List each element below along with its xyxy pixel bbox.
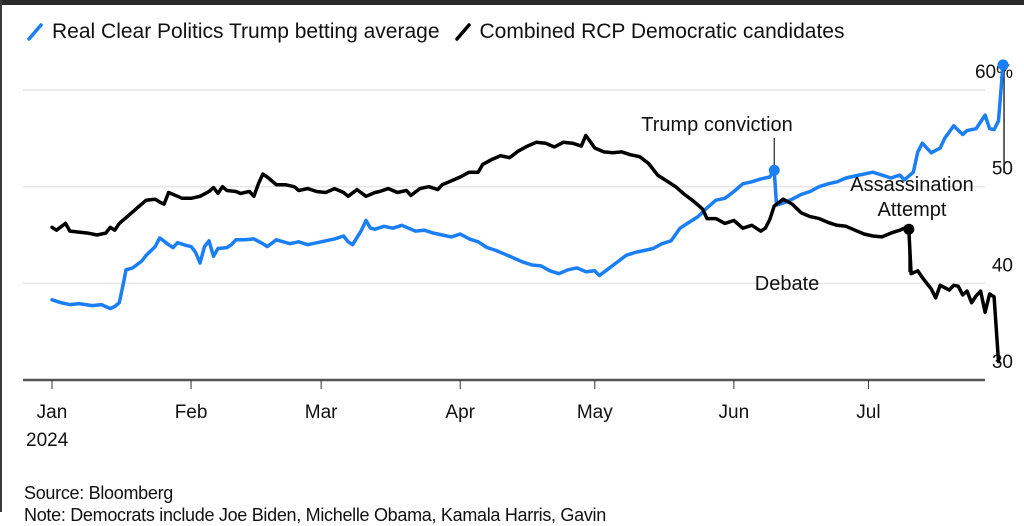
legend: Real Clear Politics Trump betting averag…: [26, 20, 858, 44]
series-lines: [50, 63, 1005, 364]
annotation-labels: Trump conviction Debate Assassination Attem…: [641, 114, 973, 295]
legend-swatch-black-slash-icon: [454, 23, 471, 41]
x-tick-label: Jun: [719, 402, 750, 423]
x-tick-label: Jul: [856, 402, 880, 423]
legend-swatch-blue-slash-icon: [27, 23, 43, 41]
x-axis: Jan 2024 Feb Mar Apr May Jun Jul: [26, 380, 881, 451]
x-tick-label: Jan: [37, 402, 68, 423]
annotation-label-assassination-line1: Assassination: [850, 174, 973, 196]
series-line-democrats: [50, 133, 1001, 364]
y-tick-label: 30: [992, 352, 1013, 373]
y-tick-label: 40: [992, 255, 1013, 276]
annotation-label-debate: Debate: [755, 273, 820, 295]
annotation-label-conviction: Trump conviction: [641, 114, 793, 136]
annotation-label-assassination-line2: Attempt: [878, 199, 947, 221]
legend-label-trump: Real Clear Politics Trump betting averag…: [52, 20, 440, 43]
legend-item-democrats: Combined RCP Democratic candidates: [454, 20, 845, 44]
y-tick-label: 50: [992, 159, 1013, 180]
annotation-markers: [768, 59, 1009, 235]
marker-conviction: [768, 164, 780, 176]
x-tick-label: Feb: [175, 402, 208, 423]
marker-debate: [903, 223, 915, 235]
x-tick-label: Apr: [445, 402, 475, 423]
legend-item-trump: Real Clear Politics Trump betting averag…: [26, 20, 440, 44]
x-tick-label: May: [577, 402, 613, 423]
marker-assassination: [997, 59, 1009, 71]
x-tick-label: Mar: [305, 402, 338, 423]
series-line-trump: [50, 63, 1005, 311]
x-tick-sublabel: 2024: [26, 430, 69, 451]
note-text: Note: Democrats include Joe Biden, Miche…: [24, 505, 606, 525]
window-left-border: [0, 0, 2, 512]
annotation-leaders: [773, 64, 1005, 272]
gridlines: [23, 89, 985, 382]
legend-label-democrats: Combined RCP Democratic candidates: [479, 20, 845, 43]
window-top-border: [0, 0, 1024, 5]
source-text: Source: Bloomberg: [24, 483, 173, 503]
